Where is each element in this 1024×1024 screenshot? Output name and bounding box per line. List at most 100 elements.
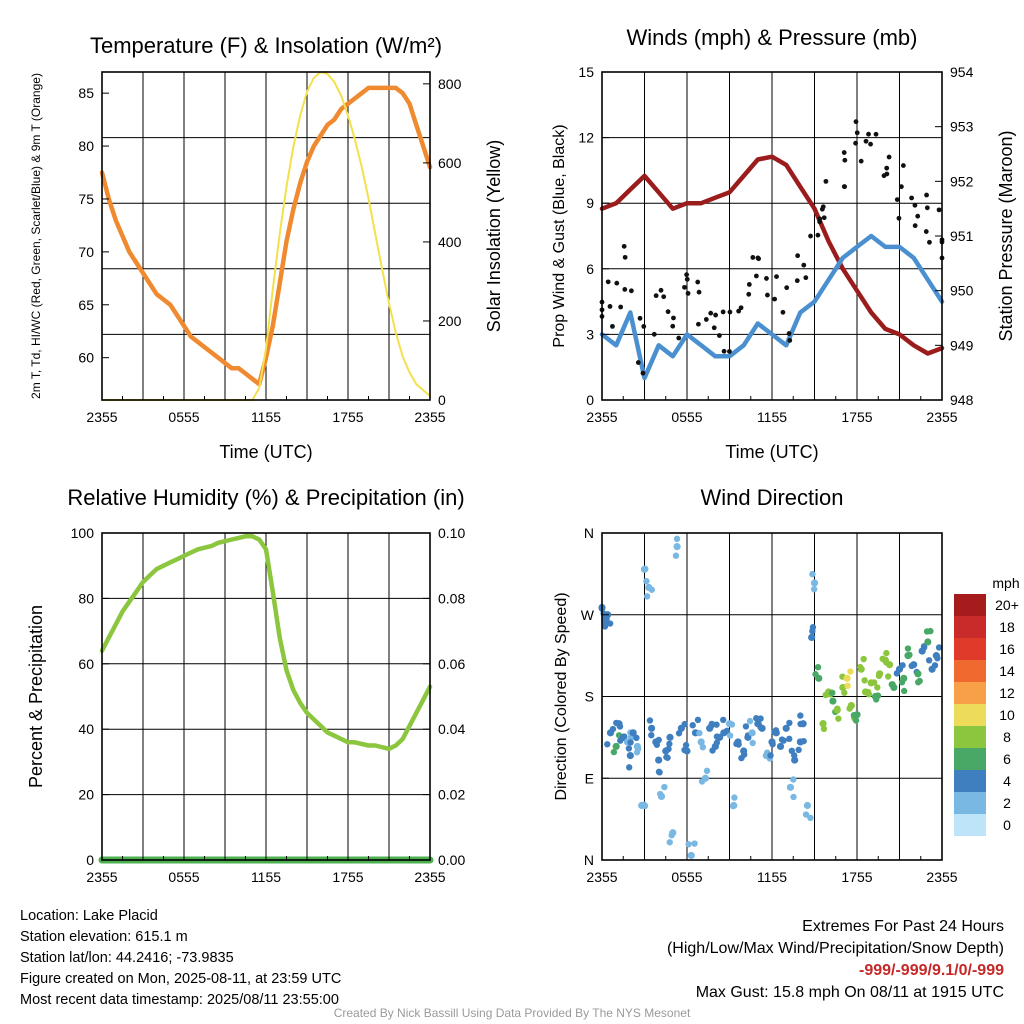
- x-tick-label: 1155: [757, 409, 787, 425]
- gust-point: [866, 131, 871, 137]
- direction-point: [655, 756, 663, 764]
- direction-point: [746, 717, 754, 725]
- extremes-info: Extremes For Past 24 Hours (High/Low/Max…: [667, 916, 1004, 1004]
- x-tick-label: 0555: [168, 409, 199, 425]
- direction-point: [925, 657, 933, 664]
- y-tick-label: 20: [78, 787, 94, 803]
- direction-point: [604, 741, 611, 748]
- direction-point: [681, 746, 688, 754]
- y-axis-label: Prop Wind & Gust (Blue, Black): [551, 124, 568, 347]
- y-right-tick-label: 953: [950, 119, 974, 135]
- gust-point: [713, 312, 719, 318]
- series-line-1: [599, 233, 945, 381]
- credit-line: Created By Nick Bassill Using Data Provi…: [333, 1006, 691, 1020]
- gust-point: [915, 213, 921, 219]
- direction-point: [927, 627, 934, 635]
- gust-point: [717, 333, 722, 338]
- direction-point: [908, 662, 915, 670]
- gust-point: [909, 195, 914, 201]
- gust-point: [868, 141, 873, 147]
- direction-point: [856, 663, 864, 671]
- direction-point: [646, 717, 654, 724]
- gust-point: [817, 216, 823, 222]
- y-right-axis-label: Solar Insolation (Yellow): [484, 140, 504, 332]
- x-tick-label: 2355: [586, 869, 617, 885]
- x-tick-label: 1155: [757, 869, 787, 885]
- direction-point: [844, 682, 851, 690]
- direction-point: [786, 783, 795, 791]
- x-tick-label: 2355: [586, 409, 617, 425]
- direction-point: [786, 735, 793, 743]
- y-tick-label: 100: [71, 525, 95, 541]
- y-tick-label: N: [584, 525, 594, 541]
- direction-point: [810, 585, 818, 593]
- direction-point: [835, 715, 842, 722]
- direction-point: [666, 733, 674, 741]
- x-tick-label: 1755: [841, 869, 872, 885]
- y-tick-label: 80: [78, 590, 94, 606]
- y-tick-label: 85: [78, 85, 94, 101]
- gust-point: [853, 140, 858, 146]
- legend-label: 8: [1003, 729, 1011, 745]
- gust-point: [801, 262, 807, 268]
- gust-point: [894, 197, 900, 202]
- direction-point: [778, 736, 786, 743]
- y-right-tick-label: 952: [950, 173, 974, 189]
- gust-point: [774, 274, 779, 279]
- gust-point: [641, 324, 647, 329]
- gust-point: [684, 276, 690, 282]
- y-tick-label: 80: [78, 138, 94, 154]
- direction-point: [786, 719, 793, 727]
- direction-point: [883, 649, 890, 657]
- direction-point: [843, 674, 851, 682]
- direction-point: [757, 715, 764, 722]
- direction-point: [657, 790, 664, 798]
- direction-point: [810, 579, 819, 587]
- legend-swatch: [954, 792, 986, 814]
- direction-point: [748, 729, 756, 737]
- direction-point: [772, 727, 780, 734]
- gust-point: [736, 308, 742, 314]
- legend-label: 6: [1003, 751, 1011, 767]
- direction-point: [647, 724, 656, 732]
- station-elevation: Station elevation: 615.1 m: [20, 929, 188, 945]
- y-tick-label: 15: [578, 64, 594, 80]
- gust-point: [815, 232, 821, 238]
- legend-swatch: [954, 616, 986, 638]
- direction-point: [834, 705, 841, 712]
- x-tick-label: 0555: [671, 409, 702, 425]
- direction-point: [879, 655, 886, 663]
- direction-point: [723, 727, 731, 735]
- legend-label: 2: [1003, 795, 1011, 811]
- gust-point: [854, 130, 860, 136]
- gust-point: [670, 323, 676, 329]
- direction-point: [814, 663, 822, 671]
- direction-point: [687, 851, 695, 860]
- gust-point: [863, 138, 869, 144]
- direction-point: [629, 729, 637, 737]
- gust-point: [640, 370, 646, 376]
- direction-point: [841, 689, 848, 696]
- direction-point: [642, 565, 649, 573]
- direction-point: [682, 741, 690, 749]
- direction-point: [800, 737, 807, 745]
- gust-point: [820, 204, 826, 210]
- gust-point: [614, 280, 620, 286]
- direction-point: [666, 740, 673, 748]
- direction-point: [738, 754, 745, 762]
- series-line-0: [99, 534, 433, 752]
- direction-point: [884, 673, 892, 680]
- y-right-tick-label: 800: [438, 76, 462, 92]
- gust-point: [784, 285, 790, 291]
- direction-point: [935, 644, 943, 651]
- direction-point: [812, 671, 819, 678]
- y-axis-label: Direction (Colored By Speed): [553, 592, 570, 800]
- x-tick-label: 1155: [251, 409, 281, 425]
- gust-point: [684, 272, 690, 278]
- y-tick-label: 70: [78, 244, 94, 260]
- legend-swatch: [954, 594, 986, 616]
- direction-point: [606, 620, 614, 627]
- gust-point: [605, 279, 611, 285]
- direction-point: [861, 677, 868, 684]
- direction-point: [822, 691, 829, 699]
